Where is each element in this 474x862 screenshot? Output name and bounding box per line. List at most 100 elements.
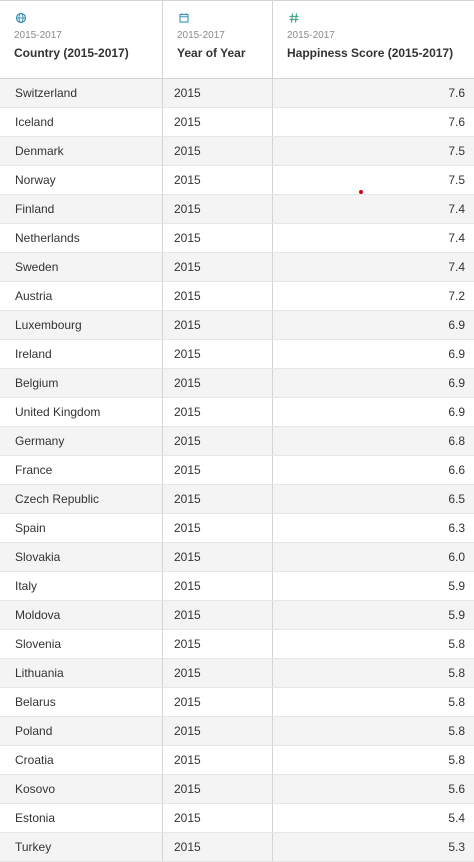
- table-row[interactable]: Switzerland 2015 7.6: [0, 79, 474, 108]
- table-row[interactable]: Austria 2015 7.2: [0, 282, 474, 311]
- country-cell: Croatia: [0, 746, 163, 774]
- table-row[interactable]: Italy 2015 5.9: [0, 572, 474, 601]
- table-row[interactable]: Sweden 2015 7.4: [0, 253, 474, 282]
- table-row[interactable]: Czech Republic 2015 6.5: [0, 485, 474, 514]
- country-cell: Switzerland: [0, 79, 163, 107]
- table-row[interactable]: Norway 2015 7.5: [0, 166, 474, 195]
- year-cell: 2015: [163, 775, 273, 803]
- year-cell: 2015: [163, 630, 273, 658]
- country-cell: Czech Republic: [0, 485, 163, 513]
- country-cell: Sweden: [0, 253, 163, 281]
- year-cell: 2015: [163, 659, 273, 687]
- score-cell: 5.8: [448, 695, 465, 709]
- score-cell: 5.4: [448, 811, 465, 825]
- table-row[interactable]: Slovakia 2015 6.0: [0, 543, 474, 572]
- column-source-label: 2015-2017: [14, 30, 62, 41]
- score-cell: 6.0: [448, 550, 465, 564]
- year-cell: 2015: [163, 572, 273, 600]
- table-row[interactable]: Denmark 2015 7.5: [0, 137, 474, 166]
- country-cell: France: [0, 456, 163, 484]
- country-cell: Belgium: [0, 369, 163, 397]
- table-row[interactable]: Spain 2015 6.3: [0, 514, 474, 543]
- year-cell: 2015: [163, 833, 273, 861]
- column-header-score[interactable]: 2015-2017 Happiness Score (2015-2017): [273, 1, 474, 78]
- year-cell: 2015: [163, 195, 273, 223]
- country-cell: Slovakia: [0, 543, 163, 571]
- score-cell: 7.4: [448, 202, 465, 216]
- year-cell: 2015: [163, 369, 273, 397]
- table-row[interactable]: Croatia 2015 5.8: [0, 746, 474, 775]
- year-cell: 2015: [163, 688, 273, 716]
- table-row[interactable]: United Kingdom 2015 6.9: [0, 398, 474, 427]
- number-icon: [289, 13, 299, 23]
- score-cell: 5.9: [448, 608, 465, 622]
- year-cell: 2015: [163, 108, 273, 136]
- table-row[interactable]: Moldova 2015 5.9: [0, 601, 474, 630]
- column-title: Year of Year: [177, 46, 246, 60]
- country-cell: Norway: [0, 166, 163, 194]
- score-cell: 6.5: [448, 492, 465, 506]
- year-cell: 2015: [163, 804, 273, 832]
- table-row[interactable]: France 2015 6.6: [0, 456, 474, 485]
- table-row[interactable]: Netherlands 2015 7.4: [0, 224, 474, 253]
- score-cell: 7.5: [448, 144, 465, 158]
- table-row[interactable]: Estonia 2015 5.4: [0, 804, 474, 833]
- table-row[interactable]: Poland 2015 5.8: [0, 717, 474, 746]
- country-cell: Spain: [0, 514, 163, 542]
- score-cell: 7.4: [448, 260, 465, 274]
- country-cell: Turkey: [0, 833, 163, 861]
- year-cell: 2015: [163, 224, 273, 252]
- table-row[interactable]: Turkey 2015 5.3: [0, 833, 474, 862]
- table-row[interactable]: Finland 2015 7.4: [0, 195, 474, 224]
- country-cell: Belarus: [0, 688, 163, 716]
- score-cell: 6.9: [448, 347, 465, 361]
- score-cell: 6.9: [448, 376, 465, 390]
- table-row[interactable]: Belarus 2015 5.8: [0, 688, 474, 717]
- score-cell: 7.4: [448, 231, 465, 245]
- score-cell: 7.5: [448, 173, 465, 187]
- column-header-year[interactable]: 2015-2017 Year of Year: [163, 1, 273, 78]
- column-title: Happiness Score (2015-2017): [287, 46, 454, 60]
- score-cell: 5.8: [448, 637, 465, 651]
- country-cell: Finland: [0, 195, 163, 223]
- score-cell: 5.6: [448, 782, 465, 796]
- table-row[interactable]: Slovenia 2015 5.8: [0, 630, 474, 659]
- column-title: Country (2015-2017): [14, 46, 129, 60]
- table-body: Switzerland 2015 7.6 Iceland 2015 7.6 Denmark 2…: [0, 79, 474, 862]
- year-cell: 2015: [163, 282, 273, 310]
- country-cell: Netherlands: [0, 224, 163, 252]
- table-row[interactable]: Ireland 2015 6.9: [0, 340, 474, 369]
- year-cell: 2015: [163, 717, 273, 745]
- table-row[interactable]: Germany 2015 6.8: [0, 427, 474, 456]
- country-cell: Kosovo: [0, 775, 163, 803]
- year-cell: 2015: [163, 311, 273, 339]
- column-header-country[interactable]: 2015-2017 Country (2015-2017): [0, 1, 163, 78]
- globe-icon: [15, 12, 27, 24]
- table-row[interactable]: Belgium 2015 6.9: [0, 369, 474, 398]
- year-cell: 2015: [163, 427, 273, 455]
- score-cell: 6.9: [448, 405, 465, 419]
- table-row[interactable]: Iceland 2015 7.6: [0, 108, 474, 137]
- year-cell: 2015: [163, 746, 273, 774]
- table-header: 2015-2017 Country (2015-2017) 2015-2017 …: [0, 1, 474, 79]
- score-cell: 6.9: [448, 318, 465, 332]
- year-cell: 2015: [163, 514, 273, 542]
- score-cell: 5.8: [448, 753, 465, 767]
- country-cell: Ireland: [0, 340, 163, 368]
- score-cell: 5.8: [448, 666, 465, 680]
- score-cell: 5.3: [448, 840, 465, 854]
- cursor-marker: [359, 190, 363, 194]
- year-cell: 2015: [163, 137, 273, 165]
- table-row[interactable]: Luxembourg 2015 6.9: [0, 311, 474, 340]
- year-cell: 2015: [163, 253, 273, 281]
- score-cell: 7.2: [448, 289, 465, 303]
- country-cell: Slovenia: [0, 630, 163, 658]
- table-row[interactable]: Lithuania 2015 5.8: [0, 659, 474, 688]
- table-row[interactable]: Kosovo 2015 5.6: [0, 775, 474, 804]
- country-cell: Italy: [0, 572, 163, 600]
- calendar-icon: [179, 13, 189, 23]
- score-cell: 6.8: [448, 434, 465, 448]
- score-cell: 7.6: [448, 86, 465, 100]
- year-cell: 2015: [163, 456, 273, 484]
